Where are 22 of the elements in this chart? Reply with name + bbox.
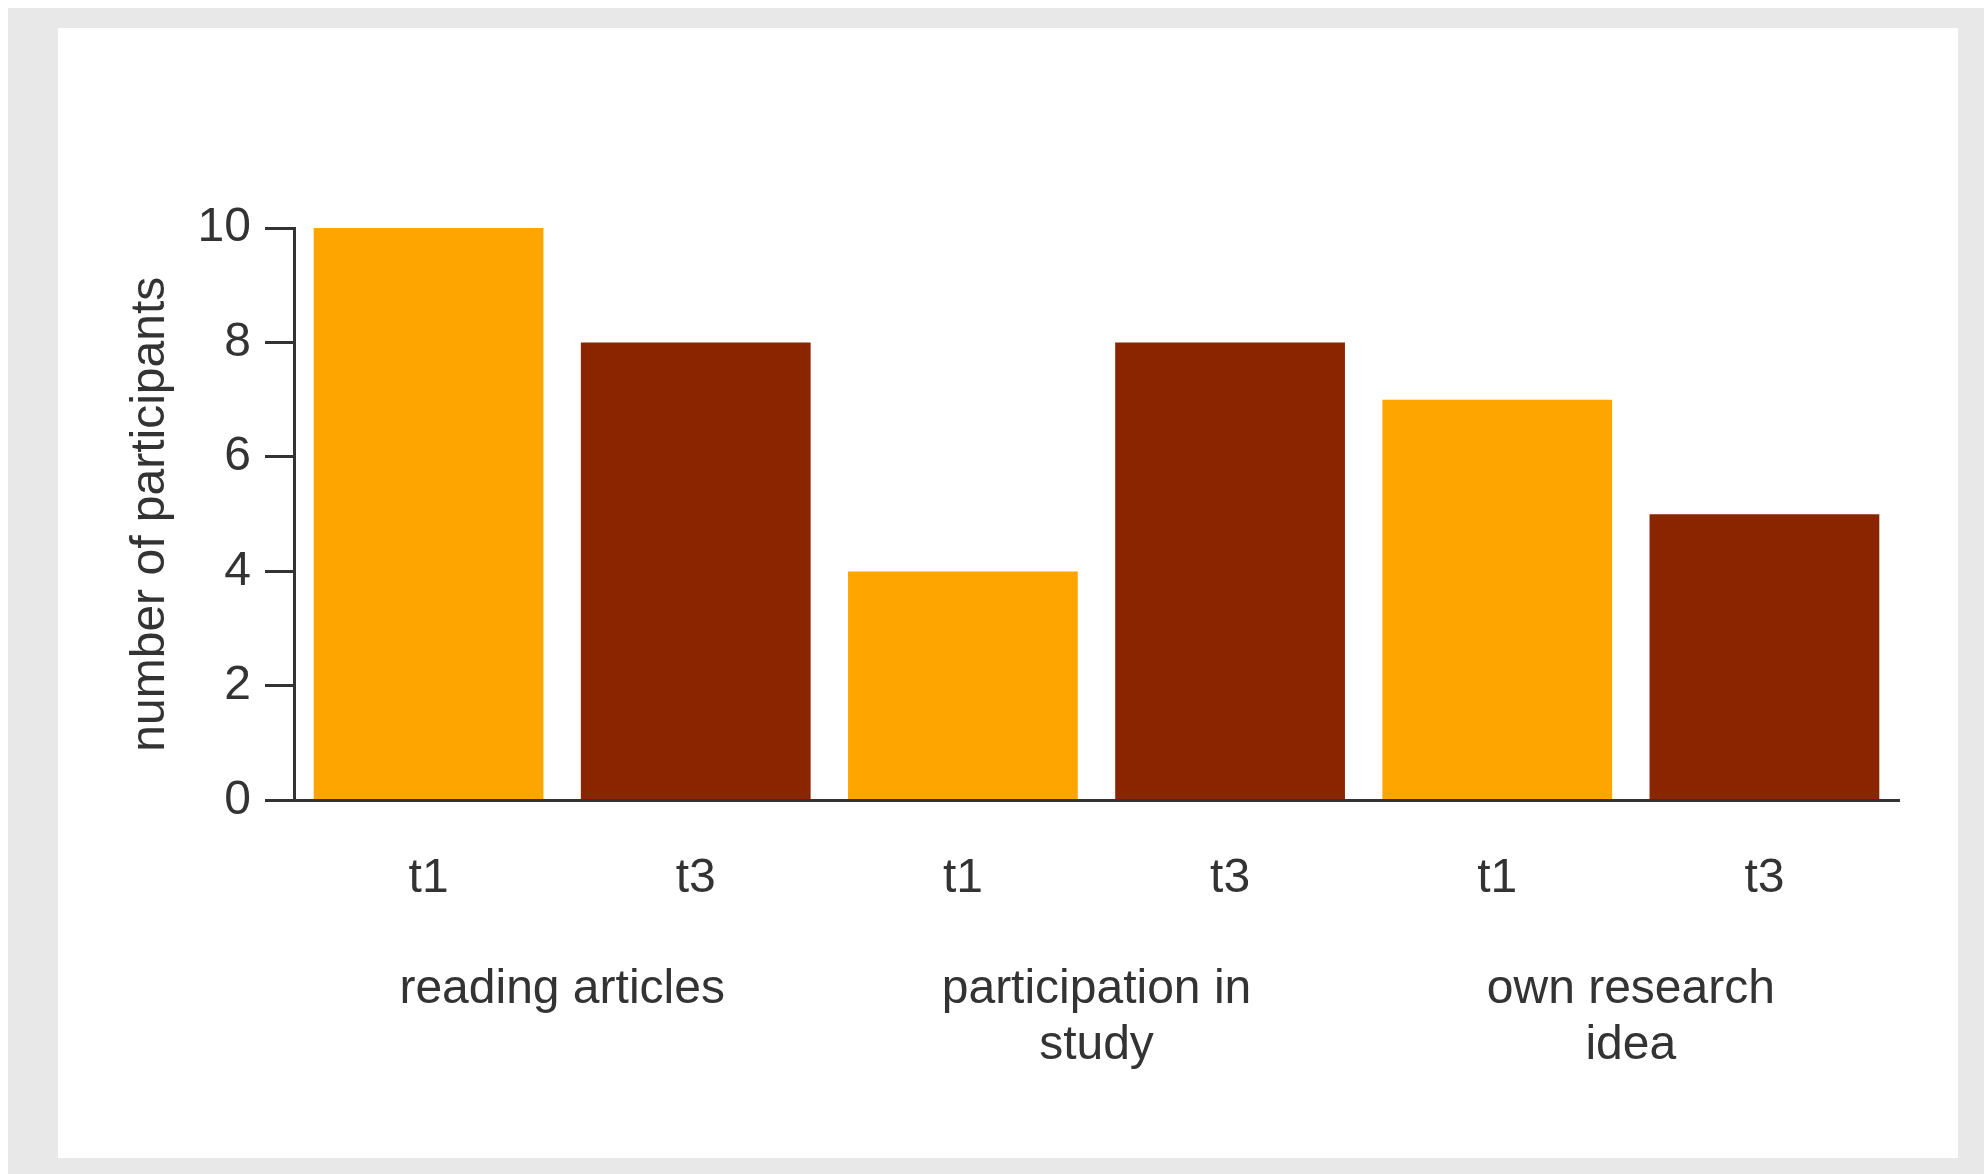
y-axis-title: number of participants	[121, 276, 175, 752]
y-tick-label: 0	[224, 770, 251, 824]
bar	[313, 228, 544, 799]
x-tick-label: t3	[1744, 849, 1785, 903]
bar	[1382, 399, 1613, 799]
y-tick-label: 8	[224, 312, 251, 366]
x-tick-label: t1	[408, 849, 449, 903]
x-tick-label: t3	[1210, 849, 1251, 903]
bar	[1649, 514, 1880, 799]
bar	[848, 571, 1078, 799]
x-tick-label: t3	[675, 849, 716, 903]
y-tick-label: 4	[224, 541, 251, 595]
y-tick-label: 2	[224, 656, 251, 710]
y-tick-label: 6	[224, 427, 251, 481]
x-tick-label: t1	[942, 849, 983, 903]
bar	[1115, 342, 1345, 799]
text: own research idea	[1486, 959, 1775, 1069]
x-tick-label: t1	[1477, 849, 1518, 903]
bar	[580, 342, 811, 799]
text: participation in study	[941, 959, 1252, 1069]
y-tick-label: 10	[197, 198, 251, 252]
text: reading articles	[399, 959, 725, 1013]
